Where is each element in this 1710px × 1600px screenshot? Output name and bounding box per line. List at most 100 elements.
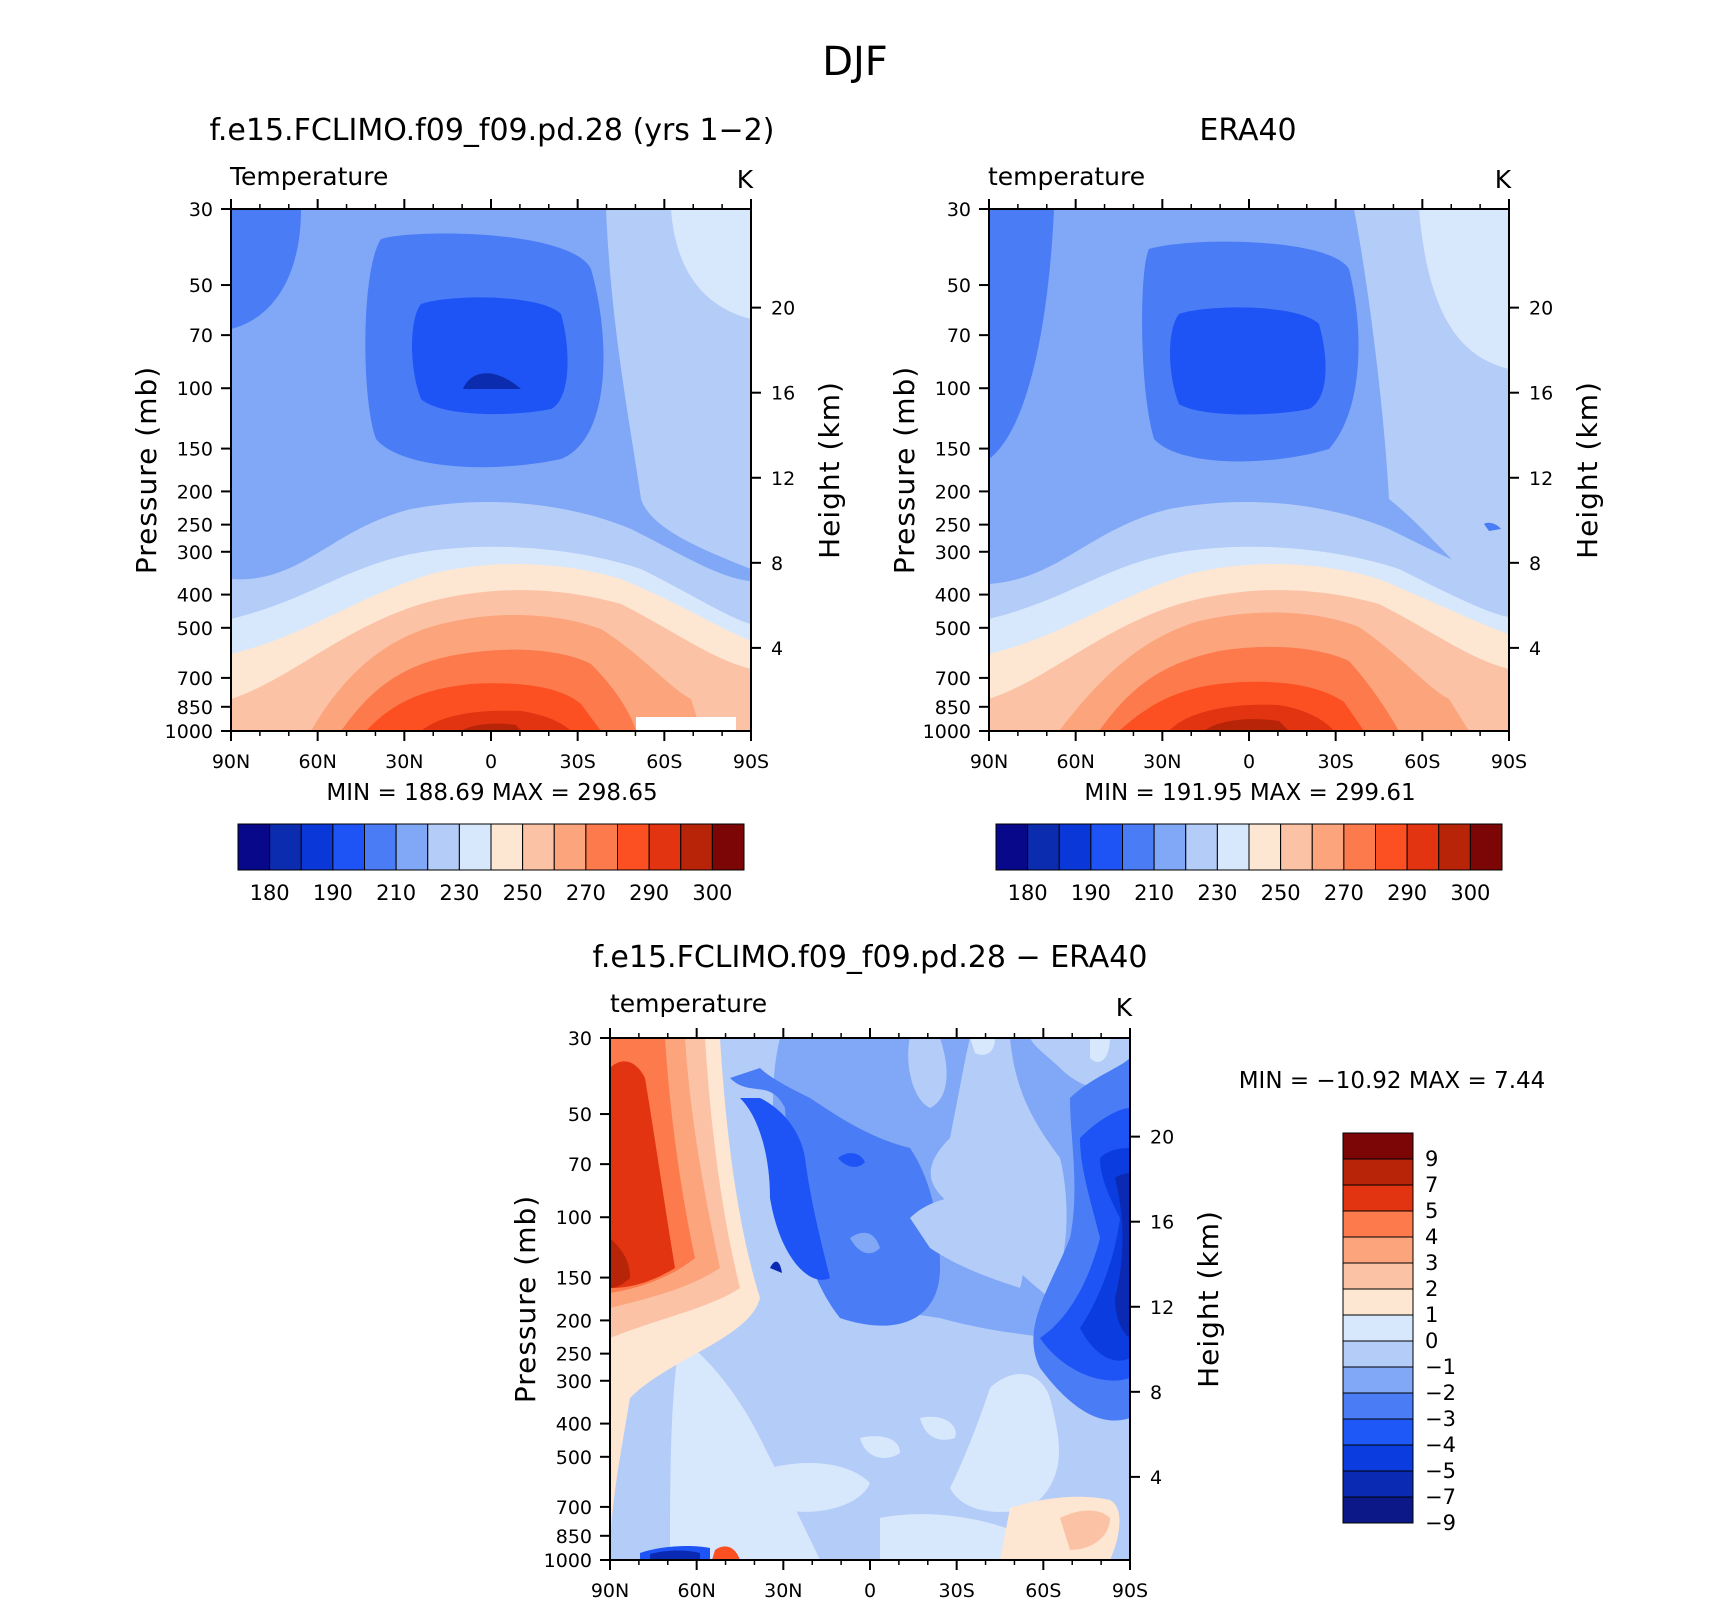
colorbar-label: −7 xyxy=(1425,1485,1456,1509)
colorbar-swatch xyxy=(1342,1444,1414,1472)
contour-band xyxy=(1204,719,1289,731)
contour-band xyxy=(850,1232,880,1254)
pressure-tick-label: 70 xyxy=(189,325,213,347)
colorbar-label: 5 xyxy=(1425,1199,1438,1223)
pressure-tick-label: 850 xyxy=(935,697,971,719)
pressure-tick-label: 200 xyxy=(556,1310,592,1332)
colorbar-label: 190 xyxy=(1071,881,1111,905)
contour-band xyxy=(930,1038,1067,1298)
lat-tick-label: 90N xyxy=(591,1580,629,1600)
colorbar-swatch xyxy=(1153,823,1187,871)
panel-title: f.e15.FCLIMO.f09_f09.pd.28 − ERA40 xyxy=(593,940,1148,975)
colorbar-label: 4 xyxy=(1425,1225,1438,1249)
colorbar-label: −2 xyxy=(1425,1381,1456,1405)
colorbar-swatch xyxy=(1342,1366,1414,1394)
colorbar-label: 210 xyxy=(1134,881,1174,905)
lat-tick-label: 90N xyxy=(970,751,1008,773)
colorbar-label: −4 xyxy=(1425,1433,1456,1457)
contour-band xyxy=(231,209,301,329)
contour-band xyxy=(770,1463,870,1512)
colorbar-swatch xyxy=(1342,1314,1414,1342)
contour-field xyxy=(989,209,1509,731)
panel-title: ERA40 xyxy=(1199,113,1296,148)
contour-band xyxy=(740,1098,830,1280)
pressure-tick-label: 300 xyxy=(556,1371,592,1393)
colorbar-swatch xyxy=(1342,1418,1414,1446)
lat-tick-label: 30S xyxy=(560,751,596,773)
pressure-tick-label: 700 xyxy=(556,1497,592,1519)
colorbar: 180 190 210 230 250 270 290 300 xyxy=(995,823,1503,905)
lat-tick-label: 60S xyxy=(1404,751,1440,773)
lat-tick-label: 0 xyxy=(1243,751,1255,773)
lat-tick-label: 30S xyxy=(939,1580,975,1600)
pressure-tick-label: 150 xyxy=(177,439,213,461)
colorbar-swatch xyxy=(269,823,302,871)
colorbar-swatch xyxy=(1342,1340,1414,1368)
lat-tick-label: 0 xyxy=(485,751,497,773)
height-tick-label: 8 xyxy=(1150,1382,1162,1404)
height-tick-label: 20 xyxy=(771,298,795,320)
panel-difference: f.e15.FCLIMO.f09_f09.pd.28 − ERA40 tempe… xyxy=(509,940,1545,1600)
contour-band xyxy=(1060,1510,1110,1550)
pressure-tick-label: 150 xyxy=(556,1268,592,1290)
pressure-tick-label: 1000 xyxy=(544,1550,592,1572)
colorbar-swatch xyxy=(1058,823,1092,871)
colorbar-label: 270 xyxy=(566,881,606,905)
pressure-tick-label: 70 xyxy=(947,325,971,347)
colorbar-swatch xyxy=(300,823,334,871)
colorbar-swatch xyxy=(490,823,524,871)
colorbar-swatch xyxy=(1342,1132,1414,1160)
height-tick-label: 12 xyxy=(771,468,795,490)
y2-axis-label: Height (km) xyxy=(813,381,846,559)
y2-axis-label: Height (km) xyxy=(1192,1210,1225,1388)
lat-tick-label: 60S xyxy=(1025,1580,1061,1600)
pressure-tick-label: 850 xyxy=(556,1526,592,1548)
panel-model: f.e15.FCLIMO.f09_f09.pd.28 (yrs 1−2) Tem… xyxy=(130,113,846,905)
height-tick-label: 4 xyxy=(771,638,783,660)
pressure-tick-label: 70 xyxy=(568,1154,592,1176)
colorbar-swatch xyxy=(427,823,460,871)
pressure-tick-label: 850 xyxy=(177,697,213,719)
colorbar-label: 300 xyxy=(1450,881,1490,905)
colorbar-label: 290 xyxy=(629,881,669,905)
colorbar-swatch xyxy=(1342,1236,1414,1264)
colorbar-swatch xyxy=(1027,823,1060,871)
colorbar-label: −3 xyxy=(1425,1407,1456,1431)
lat-tick-label: 0 xyxy=(864,1580,876,1600)
contour-band xyxy=(1115,1173,1130,1338)
lat-tick-label: 90N xyxy=(212,751,250,773)
pressure-tick-label: 200 xyxy=(935,481,971,503)
pressure-tick-label: 30 xyxy=(189,199,213,221)
colorbar-label: 180 xyxy=(250,881,290,905)
colorbar-swatch xyxy=(1342,1496,1414,1524)
colorbar-swatch xyxy=(1122,823,1155,871)
lat-tick-label: 30N xyxy=(1143,751,1181,773)
pressure-tick-label: 700 xyxy=(935,668,971,690)
pressure-tick-label: 300 xyxy=(935,542,971,564)
contour-band xyxy=(610,1061,675,1288)
contour-band xyxy=(671,209,751,319)
variable-label: temperature xyxy=(988,162,1145,191)
variable-label: Temperature xyxy=(229,162,388,191)
height-tick-label: 12 xyxy=(1150,1297,1174,1319)
colorbar-label: −9 xyxy=(1425,1511,1456,1535)
colorbar-label: 180 xyxy=(1008,881,1048,905)
contour-field xyxy=(610,1038,1130,1560)
height-tick-label: 8 xyxy=(1529,553,1541,575)
colorbar-swatch xyxy=(1311,823,1345,871)
lat-tick-label: 30N xyxy=(764,1580,802,1600)
units-label: K xyxy=(1116,993,1133,1022)
contour-band xyxy=(908,1038,947,1108)
pressure-tick-label: 100 xyxy=(177,378,213,400)
height-tick-label: 16 xyxy=(1529,383,1553,405)
colorbar-label: 2 xyxy=(1425,1277,1438,1301)
contour-field xyxy=(231,209,751,731)
colorbar-swatch xyxy=(237,823,271,871)
colorbar-swatch xyxy=(522,823,555,871)
contour-band xyxy=(610,1238,630,1288)
colorbar-swatch xyxy=(711,823,745,871)
colorbar-label: 190 xyxy=(313,881,353,905)
colorbar-label: 7 xyxy=(1425,1173,1438,1197)
main-title: DJF xyxy=(822,39,888,85)
